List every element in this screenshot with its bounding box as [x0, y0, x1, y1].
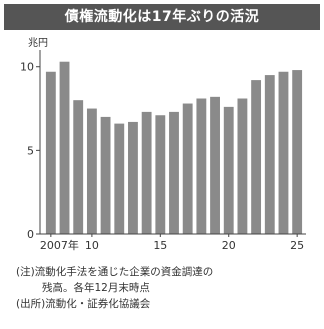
x-tick-label-2025: 25	[290, 239, 304, 252]
bar-2015	[155, 115, 166, 234]
bar-2019	[210, 96, 220, 234]
bar-2011	[100, 116, 111, 234]
bar-2025	[292, 70, 303, 234]
bar-2022	[251, 80, 262, 234]
bar-2024	[278, 71, 289, 234]
bar-2023	[264, 75, 275, 234]
bar-2021	[237, 98, 248, 234]
bar-2014	[141, 111, 152, 234]
chart-title: 債権流動化は17年ぶりの活況	[4, 4, 320, 30]
y-tick-label-0: 0	[27, 228, 34, 241]
chart-notes: (注)流動化手法を通じた企業の資金調達の 残高。各年12月末時点 (出所)流動化…	[16, 264, 316, 312]
bar-2016	[169, 111, 179, 234]
bar-2007	[45, 71, 56, 234]
source-line: (出所)流動化・証券化協議会	[16, 298, 151, 310]
x-tick-label-2007: 2007年	[40, 238, 79, 252]
bar-2010	[86, 108, 97, 234]
bar-2018	[196, 98, 207, 234]
y-axis-unit-label: 兆円	[28, 37, 48, 49]
bar-2020	[223, 106, 234, 234]
note-line-1: (注)流動化手法を通じた企業の資金調達の	[16, 266, 214, 278]
y-tick-label-10: 10	[20, 61, 34, 74]
y-tick-label-5: 5	[27, 144, 34, 157]
bar-2013	[128, 121, 138, 234]
bar-2017	[182, 103, 193, 234]
bar-2012	[114, 123, 125, 234]
bar-chart: 兆円 0 5 10 2007年 10 15 20 25	[20, 37, 306, 252]
x-tick-label-2010: 10	[85, 239, 99, 252]
note-line-2: 残高。各年12月末時点	[42, 282, 150, 294]
bar-2009	[73, 100, 84, 235]
bar-2008	[59, 61, 70, 235]
x-tick-label-2020: 20	[222, 239, 236, 252]
x-tick-label-2015: 15	[153, 239, 167, 252]
